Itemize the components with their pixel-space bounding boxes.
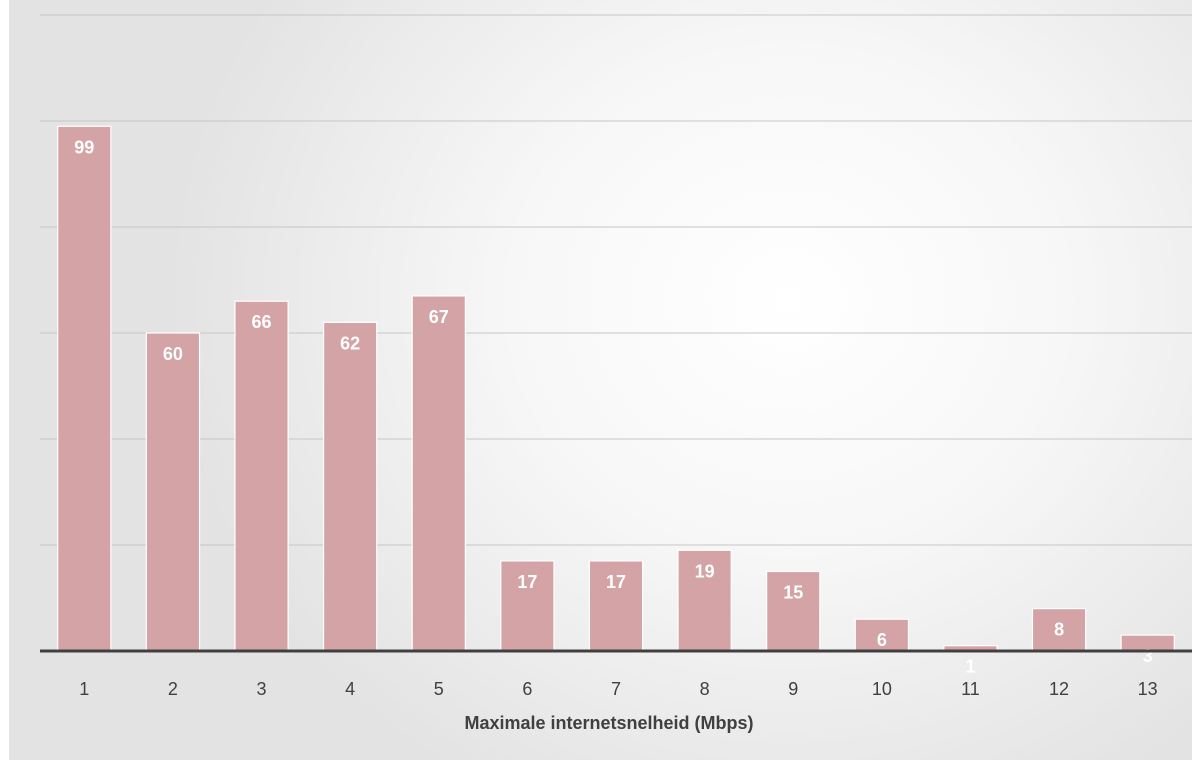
x-tick-5: 5: [434, 679, 444, 699]
data-label-6: 17: [517, 572, 537, 592]
data-label-10: 6: [877, 630, 887, 650]
bar-7: [588, 560, 644, 652]
data-label-3: 66: [252, 312, 272, 332]
bar-2: [145, 332, 201, 652]
bar-10: [854, 618, 910, 652]
bar-5: [411, 295, 466, 652]
x-tick-8: 8: [700, 679, 710, 699]
data-labels: 99 60 66 62 67 17 17 19 15 6 1 8 3: [74, 137, 1152, 676]
x-tick-1: 1: [79, 679, 89, 699]
x-tick-11: 11: [961, 679, 980, 699]
bar-3: [234, 300, 289, 652]
x-tick-12: 12: [1049, 679, 1069, 699]
bar-1: [57, 125, 112, 652]
data-label-11: 1: [965, 657, 975, 677]
x-tick-7: 7: [611, 679, 621, 699]
data-label-13: 3: [1143, 646, 1153, 666]
data-label-9: 15: [783, 583, 803, 603]
x-tick-13: 13: [1138, 679, 1158, 699]
bars: [57, 125, 1175, 652]
bar-6: [500, 560, 555, 652]
data-label-8: 19: [695, 561, 715, 581]
x-tick-9: 9: [788, 679, 798, 699]
x-tick-10: 10: [872, 679, 892, 699]
x-tick-labels: 1 2 3 4 5 6 7 8 9 10 11 12 13: [79, 679, 1157, 699]
data-label-5: 67: [429, 307, 449, 327]
gridlines: [40, 14, 1192, 546]
data-label-12: 8: [1054, 620, 1064, 640]
x-tick-6: 6: [522, 679, 532, 699]
x-axis-title: Maximale internetsnelheid (Mbps): [464, 713, 753, 733]
x-tick-2: 2: [168, 679, 178, 699]
bar-12: [1031, 607, 1087, 652]
data-label-1: 99: [74, 137, 94, 157]
x-tick-4: 4: [345, 679, 355, 699]
data-label-4: 62: [340, 333, 360, 353]
bar-4: [322, 321, 378, 652]
x-tick-3: 3: [257, 679, 267, 699]
data-label-2: 60: [163, 344, 183, 364]
bar-8: [677, 549, 732, 652]
chart-area: 99 60 66 62 67 17 17 19 15 6 1 8 3 1 2 3 4 5 6 7 8 9 10 11 12 13…: [9, 0, 1192, 760]
data-label-7: 17: [606, 572, 626, 592]
